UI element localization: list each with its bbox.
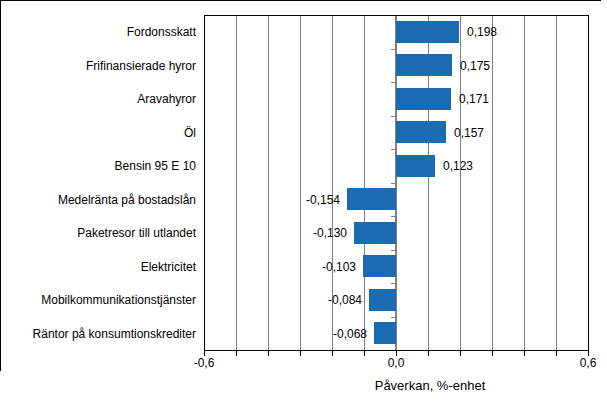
bar-value-label: -0,154	[306, 183, 340, 217]
x-axis-tick	[428, 351, 429, 356]
category-axis-tick	[391, 149, 396, 150]
x-axis-tick-label: 0,0	[388, 356, 405, 370]
x-axis-tick-label: 0,6	[580, 356, 597, 370]
x-axis-tick	[556, 351, 557, 356]
x-axis-tick	[332, 351, 333, 356]
category-axis-tick	[391, 82, 396, 83]
category-label: Paketresor till utlandet	[0, 216, 196, 250]
category-label: Räntor på konsumtionskrediter	[0, 317, 196, 351]
x-axis-tick	[364, 351, 365, 356]
category-label: Aravahyror	[0, 82, 196, 116]
gridline	[364, 16, 365, 350]
category-label: Fordonsskatt	[0, 15, 196, 49]
bar	[347, 188, 396, 210]
bar-chart: FordonsskattFrifinansierade hyrorAravahy…	[0, 0, 607, 418]
gridline	[300, 16, 301, 350]
category-axis-tick	[391, 49, 396, 50]
bar-value-label: -0,130	[313, 216, 347, 250]
category-axis-tick	[391, 116, 396, 117]
category-axis-tick	[391, 216, 396, 217]
bar	[396, 121, 446, 143]
category-label: Mobilkommunikationstjänster	[0, 283, 196, 317]
category-label: Öl	[0, 116, 196, 150]
x-axis-tick	[236, 351, 237, 356]
bar	[374, 322, 396, 344]
bar	[396, 54, 452, 76]
bar	[396, 21, 459, 43]
x-axis-tick-label: -0,6	[194, 356, 215, 370]
frame-top-border	[0, 0, 601, 1]
category-axis-tick	[391, 317, 396, 318]
category-label: Elektricitet	[0, 250, 196, 284]
x-axis-tick	[524, 351, 525, 356]
category-axis-tick	[391, 250, 396, 251]
bar-value-label: 0,175	[460, 49, 490, 83]
gridline	[236, 16, 237, 350]
x-axis-tick	[268, 351, 269, 356]
bar-value-label: -0,084	[328, 283, 362, 317]
category-axis-tick	[391, 183, 396, 184]
bar	[363, 255, 396, 277]
gridline	[524, 16, 525, 350]
x-axis-tick	[460, 351, 461, 356]
category-label: Bensin 95 E 10	[0, 149, 196, 183]
x-axis-title: Påverkan, %-enhet	[375, 378, 486, 393]
bar-value-label: -0,068	[333, 317, 367, 351]
gridline	[556, 16, 557, 350]
bar-value-label: 0,171	[459, 82, 489, 116]
bar-value-label: -0,103	[322, 250, 356, 284]
x-axis-tick	[300, 351, 301, 356]
gridline	[492, 16, 493, 350]
bar-value-label: 0,198	[467, 15, 497, 49]
bar	[369, 289, 396, 311]
bar-value-label: 0,123	[443, 149, 473, 183]
bar-value-label: 0,157	[454, 116, 484, 150]
x-axis-tick	[492, 351, 493, 356]
category-axis-tick	[391, 283, 396, 284]
bar	[396, 155, 435, 177]
category-label: Medelränta på bostadslån	[0, 183, 196, 217]
bar	[396, 88, 451, 110]
gridline	[268, 16, 269, 350]
category-label: Frifinansierade hyror	[0, 49, 196, 83]
bar	[354, 222, 396, 244]
